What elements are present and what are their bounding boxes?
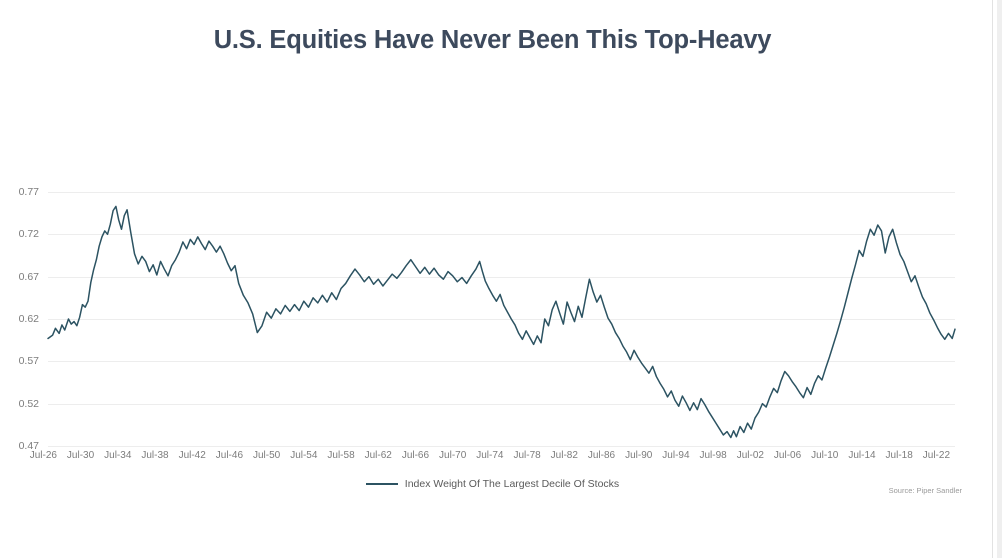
- x-axis-tick-label: Jul-50: [252, 450, 281, 461]
- right-border: [992, 0, 1002, 558]
- x-axis-tick-label: Jul-38: [141, 450, 169, 461]
- chart-legend: Index Weight Of The Largest Decile Of St…: [0, 478, 985, 490]
- x-axis-tick-label: Jul-74: [476, 450, 504, 461]
- gridline: [48, 319, 955, 320]
- x-axis-tick-label: Jul-78: [513, 450, 541, 461]
- gridline: [48, 276, 955, 278]
- x-axis-tick-label: Jul-86: [587, 450, 616, 461]
- x-axis-tick-label: Jul-34: [104, 450, 132, 461]
- y-axis-tick-label: 0.57: [18, 355, 39, 368]
- gridline: [48, 446, 955, 447]
- page-title: U.S. Equities Have Never Been This Top-H…: [213, 26, 772, 54]
- y-axis-tick-label: 0.67: [18, 270, 39, 283]
- x-axis-tick-label: Jul-02: [736, 450, 764, 461]
- y-axis-tick-label: 0.62: [18, 313, 39, 325]
- gridline: [48, 361, 955, 363]
- x-axis-tick-label: Jul-14: [848, 450, 876, 461]
- x-axis-tick-label: Jul-58: [327, 450, 355, 461]
- x-axis-tick-label: Jul-62: [364, 450, 392, 461]
- source-note: Source: Piper Sandler: [888, 486, 962, 495]
- legend-label: Index Weight Of The Largest Decile Of St…: [404, 478, 620, 490]
- x-axis-tick-label: Jul-42: [178, 450, 206, 461]
- gridline: [48, 192, 955, 193]
- x-axis-tick-label: Jul-90: [625, 450, 653, 461]
- x-axis-tick-label: Jul-30: [66, 450, 95, 461]
- x-axis-tick-label: Jul-06: [773, 450, 802, 461]
- legend-swatch-icon: [365, 483, 398, 485]
- x-axis-tick-label: Jul-18: [885, 450, 913, 461]
- y-axis-tick-label: 0.77: [18, 186, 39, 198]
- plot-area: 0.47 0.52 0.57 0.62 0.67 0.72 0.77 Jul-26 Jul-3…: [19, 186, 955, 461]
- gridline: [48, 403, 955, 405]
- x-axis-tick-label: Jul-98: [699, 450, 727, 461]
- x-axis-tick-label: Jul-70: [439, 450, 467, 461]
- x-axis-tick-label: Jul-10: [811, 450, 839, 461]
- x-axis-tick-label: Jul-66: [401, 450, 430, 461]
- series-line-index-weight-largest-decile: [48, 192, 955, 446]
- x-axis-tick-label: Jul-26: [29, 450, 57, 461]
- x-axis-tick-label: Jul-82: [550, 450, 578, 461]
- x-axis-tick-label: Jul-54: [290, 450, 318, 461]
- gridline: [48, 234, 955, 236]
- y-axis-tick-label: 0.72: [18, 228, 39, 241]
- x-axis-tick-label: Jul-94: [662, 450, 690, 461]
- y-axis-tick-label: 0.47: [18, 440, 39, 452]
- x-axis-tick-label: Jul-22: [922, 450, 951, 461]
- x-axis-tick-label: Jul-46: [215, 450, 244, 461]
- y-axis-tick-label: 0.52: [18, 397, 39, 410]
- scrollbar-track[interactable]: [997, 0, 1002, 558]
